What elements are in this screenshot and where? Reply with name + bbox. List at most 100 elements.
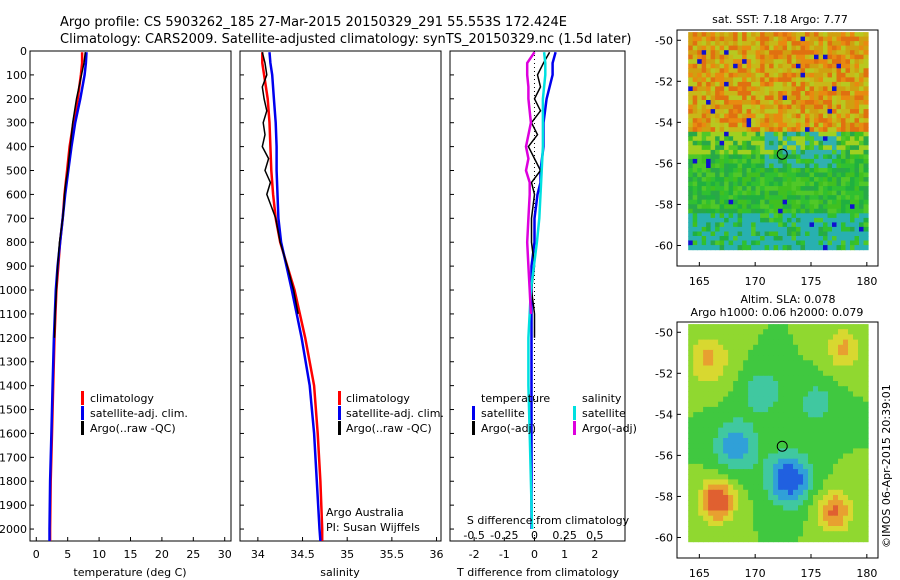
sla-cell: [738, 417, 744, 424]
sla-cell: [848, 386, 854, 392]
sst-cell: [688, 163, 694, 169]
sst-cell: [751, 63, 757, 69]
sst-cell: [733, 86, 739, 92]
sla-cell: [783, 536, 789, 543]
sst-cell: [814, 226, 820, 232]
sla-cell: [748, 375, 754, 382]
sst-cell: [760, 236, 766, 242]
sst-cell: [863, 100, 869, 106]
sla-cell: [748, 365, 754, 372]
sla-cell: [763, 443, 769, 449]
sla-cell: [723, 438, 729, 444]
sst-cell: [733, 190, 739, 196]
sla-cell: [783, 526, 789, 532]
sla-cell: [803, 505, 809, 512]
profile-line-satellite: [48, 52, 88, 541]
sst-cell: [764, 50, 770, 56]
salinity-panel-frame: [239, 50, 442, 542]
sla-cell: [713, 484, 719, 491]
sst-cell: [841, 222, 847, 228]
sst-cell: [719, 149, 725, 155]
sst-cell: [787, 68, 793, 74]
sst-cell: [805, 113, 811, 119]
sst-cell: [800, 95, 806, 101]
sst-cell: [701, 140, 707, 146]
sst-cell: [818, 104, 824, 110]
sla-cell: [828, 448, 834, 455]
sla-cell: [738, 515, 744, 522]
sst-cell: [697, 127, 703, 133]
sst-cell: [850, 32, 856, 38]
sla-cell: [753, 396, 759, 403]
sla-cell: [768, 505, 774, 512]
sst-cell: [845, 81, 851, 87]
sst-cell: [701, 195, 707, 201]
sst-cell: [791, 104, 797, 110]
sla-cell: [713, 432, 719, 439]
sla-cell: [693, 458, 699, 465]
sst-cell: [859, 199, 865, 205]
sla-cell: [783, 515, 789, 522]
sst-cell: [787, 217, 793, 223]
sla-cell: [793, 505, 799, 512]
sla-cell: [693, 510, 699, 517]
sst-cell: [715, 109, 721, 115]
sla-cell: [863, 495, 869, 501]
sst-cell: [845, 231, 851, 237]
sst-cell: [692, 163, 698, 169]
sla-cell: [733, 339, 739, 346]
sla-cell: [823, 531, 829, 537]
sla-cell: [758, 515, 764, 522]
sla-cell: [723, 417, 729, 424]
sla-cell: [688, 375, 694, 382]
sla-cell: [783, 391, 789, 398]
sla-cell: [713, 463, 719, 470]
sla-cell: [758, 479, 764, 486]
sla-cell: [728, 484, 734, 491]
sla-cell: [738, 505, 744, 512]
sst-cell: [710, 240, 716, 246]
sla-cell: [713, 438, 719, 444]
sst-cell: [764, 231, 770, 237]
sst-cell: [796, 131, 802, 137]
sla-cell: [793, 329, 799, 335]
sla-cell: [708, 438, 714, 444]
sla-cell: [828, 334, 834, 341]
sla-cell: [863, 500, 869, 506]
sla-cell: [803, 479, 809, 486]
sla-cell: [853, 349, 859, 356]
sla-cell: [688, 401, 694, 408]
sst-cell: [751, 72, 757, 78]
sla-cell: [743, 536, 749, 543]
sst-cell: [827, 59, 833, 65]
sla-cell: [763, 355, 769, 361]
sst-cell: [863, 208, 869, 214]
sla-cell: [763, 458, 769, 465]
sst-cell: [746, 131, 752, 137]
sst-cell: [719, 109, 725, 115]
sla-cell: [703, 489, 709, 496]
sla-cell: [848, 489, 854, 496]
sla-cell: [723, 422, 729, 429]
sla-cell: [773, 510, 779, 517]
sla-cell: [823, 355, 829, 361]
sst-cell: [836, 181, 842, 187]
sst-cell: [728, 104, 734, 110]
sst-cell: [737, 68, 743, 74]
sla-cell: [738, 469, 744, 475]
sst-cell: [688, 172, 694, 178]
sst-cell: [742, 140, 748, 146]
sla-cell: [698, 531, 704, 537]
sst-cell: [796, 41, 802, 47]
sst-cell: [697, 154, 703, 160]
sst-cell: [796, 118, 802, 124]
sst-cell: [787, 45, 793, 51]
sst-cell: [796, 54, 802, 60]
sst-cell: [836, 113, 842, 119]
sla-cell: [803, 520, 809, 527]
sst-cell: [688, 95, 694, 101]
sla-cell: [773, 360, 779, 367]
sla-cell: [803, 396, 809, 403]
sst-cell: [710, 245, 716, 251]
sst-cell: [827, 145, 833, 151]
